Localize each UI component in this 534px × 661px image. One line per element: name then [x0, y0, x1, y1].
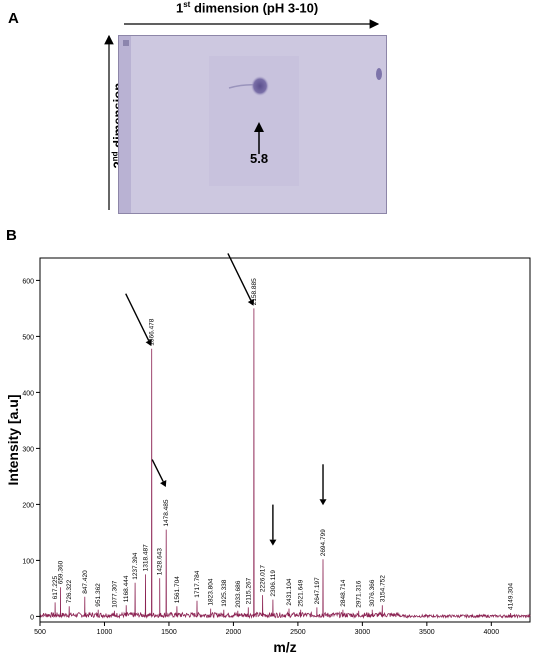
x-tick-label: 3000 — [355, 629, 371, 636]
spot-pi-label: 5.8 — [250, 151, 269, 166]
peak-label: 617.225 — [52, 576, 59, 600]
peak-arrow-line — [125, 293, 150, 342]
first-dimension-number: 1 — [176, 0, 184, 16]
x-tick-label: 500 — [34, 629, 46, 636]
peak-label: 659.360 — [58, 560, 65, 584]
spot-arrow-head — [254, 122, 264, 132]
peak-label: 1478.485 — [163, 499, 170, 526]
x-tick-label: 2000 — [226, 629, 242, 636]
peak-arrow-head — [145, 339, 152, 347]
y-tick-label: 200 — [22, 502, 34, 509]
peak-label: 1561.704 — [174, 576, 181, 603]
x-tick-label: 3500 — [419, 629, 435, 636]
gel-arrows — [104, 19, 380, 210]
peak-label: 2431.104 — [286, 578, 293, 605]
peak-label: 2115.267 — [245, 577, 252, 604]
mass-spectrum-chart: 0 100 200 300 400 500 600 500 1000 1500 2000 2500 30… — [5, 253, 531, 655]
peak-label: 1925.338 — [221, 579, 228, 606]
first-dimension-superscript: st — [183, 0, 191, 9]
peak-label: 2848.714 — [340, 579, 347, 606]
peak-arrow-line — [227, 253, 252, 301]
peak-label: 2971.316 — [356, 580, 363, 607]
peak-label: 1077.307 — [111, 580, 118, 607]
peak-label: 3076.366 — [369, 579, 376, 606]
peak-label: 1717.784 — [194, 570, 201, 597]
plot-layer: 0 100 200 300 400 500 600 500 1000 1500 2000 2500 30… — [22, 253, 531, 636]
peak-label: 1237.394 — [132, 552, 139, 579]
peak-label: 726.322 — [66, 579, 73, 603]
peak-arrow-head — [247, 298, 255, 306]
y-tick-label: 400 — [22, 390, 34, 397]
plot-frame — [39, 257, 531, 623]
peak-arrow-head — [160, 480, 167, 487]
peak-label: 1823.804 — [208, 578, 215, 605]
peak-label: 847.420 — [82, 570, 89, 594]
peak-label: 2694.799 — [320, 529, 327, 556]
y-tick-label: 500 — [22, 334, 34, 341]
peak-label: 2158.885 — [251, 278, 258, 305]
peak-arrow-head — [319, 499, 327, 506]
peak-label: 1428.643 — [157, 548, 164, 575]
peak-label: 4149.304 — [508, 583, 515, 610]
x-tick-label: 4000 — [484, 629, 500, 636]
gel-spots — [119, 36, 386, 213]
peak-label: 1366.478 — [149, 318, 156, 345]
y-tick-label: 100 — [22, 558, 34, 565]
peak-label: 3154.752 — [379, 575, 386, 602]
peak-label: 1318.487 — [143, 544, 150, 571]
y-tick-label: 0 — [30, 614, 34, 621]
peak-label: 1168.444 — [123, 575, 130, 602]
x-tick-label: 2500 — [290, 629, 306, 636]
peak-label: 2033.686 — [235, 580, 242, 607]
panel-a-letter: A — [8, 10, 19, 27]
x-tick-label: 1000 — [97, 629, 113, 636]
edge-spot — [376, 68, 382, 80]
x-axis-label: m/z — [273, 639, 296, 655]
y-tick-label: 600 — [22, 278, 34, 285]
peak-label: 951.362 — [95, 583, 102, 607]
x-tick-label: 1500 — [161, 629, 177, 636]
protein-spot — [251, 76, 269, 96]
peak-label: 2306.119 — [270, 570, 277, 597]
y-tick-label: 300 — [22, 446, 34, 453]
first-dimension-label: 1st dimension (pH 3-10) — [176, 0, 318, 15]
peak-arrow-head — [269, 539, 277, 546]
y-axis-label: Intensity [a.u] — [5, 394, 21, 485]
gel-image — [118, 35, 387, 214]
spectrum-line — [39, 308, 531, 619]
peak-label: 2226.017 — [260, 565, 267, 592]
panel-b-letter: B — [6, 227, 17, 244]
first-dimension-text: dimension (pH 3-10) — [190, 0, 319, 16]
peak-label: 2647.197 — [314, 577, 321, 604]
peak-label: 2521.649 — [298, 579, 305, 606]
peak-arrow-line — [151, 459, 164, 482]
